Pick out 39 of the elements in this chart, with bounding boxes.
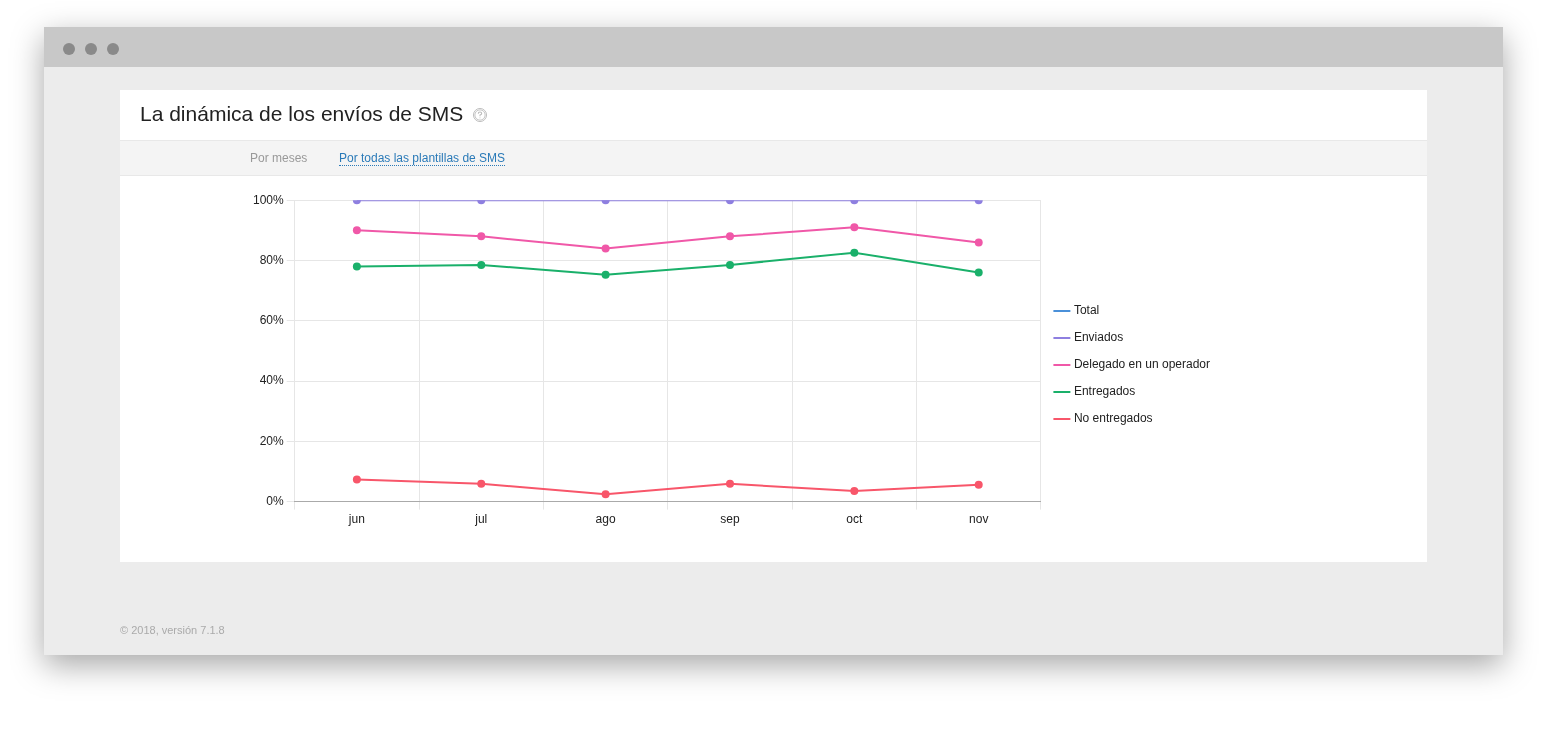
text: Por meses [250, 151, 308, 165]
y-tick-label: 80% [259, 252, 285, 267]
point [850, 487, 859, 496]
text: Por todas las plantillas de SMS [339, 151, 506, 166]
legend-label: Delegado en un operador [1073, 357, 1210, 372]
point [601, 270, 610, 279]
x-tick-label: nov [969, 512, 989, 527]
x-tick-label: jun [347, 512, 365, 527]
y-tick-label: 60% [259, 313, 285, 328]
chart-title: La dinámica de los envíos de SMS [140, 102, 464, 125]
point [352, 226, 361, 235]
x-tick-label: oct [846, 512, 864, 527]
x-tick-label: jul [474, 512, 488, 527]
x-tick-label: ago [595, 512, 616, 527]
point [477, 232, 486, 241]
point [601, 244, 610, 253]
y-tick-label: 40% [259, 373, 285, 388]
point [850, 223, 859, 232]
point [974, 238, 983, 247]
point [974, 480, 983, 489]
point [352, 475, 361, 484]
point [352, 262, 361, 271]
legend-label: Total [1073, 303, 1100, 318]
point [850, 248, 859, 257]
y-tick-label: 0% [266, 493, 285, 508]
point [974, 268, 983, 277]
point [601, 490, 610, 499]
text: © 2018, versión 7.1.8 [120, 624, 225, 636]
x-tick-label: sep [720, 512, 740, 527]
legend-label: Enviados [1073, 330, 1124, 345]
point [725, 479, 734, 488]
point [477, 479, 486, 488]
point [725, 232, 734, 241]
legend-label: No entregados [1073, 411, 1153, 426]
y-tick-label: 20% [259, 433, 285, 448]
y-tick-label: 100% [252, 192, 285, 207]
point [477, 261, 486, 269]
point [725, 261, 734, 269]
legend-label: Entregados [1073, 384, 1136, 399]
